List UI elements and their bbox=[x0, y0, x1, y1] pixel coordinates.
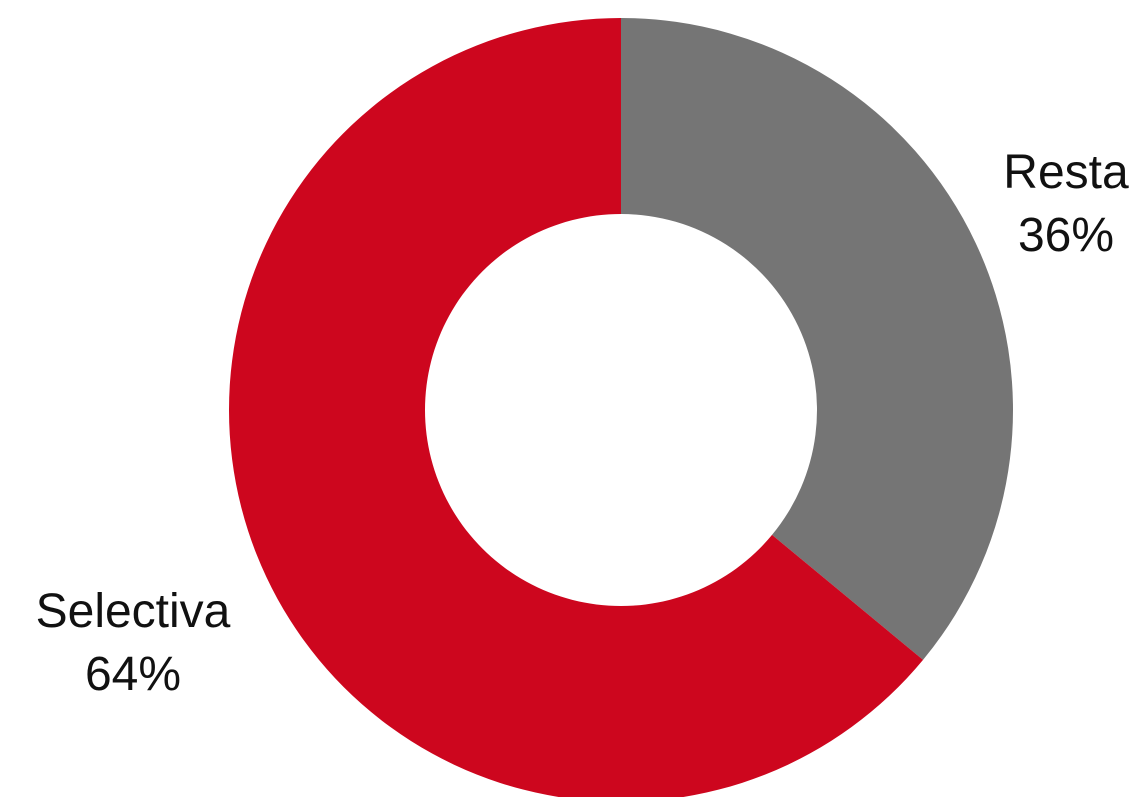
slice-label-selectiva: Selectiva bbox=[36, 585, 231, 638]
slice-selectiva bbox=[229, 18, 924, 797]
slices-group bbox=[229, 18, 1013, 797]
slice-value-resta: 36% bbox=[1018, 209, 1114, 262]
slice-resta bbox=[621, 18, 1013, 660]
slice-label-resta: Resta bbox=[1003, 146, 1129, 199]
slice-value-selectiva: 64% bbox=[85, 648, 181, 701]
